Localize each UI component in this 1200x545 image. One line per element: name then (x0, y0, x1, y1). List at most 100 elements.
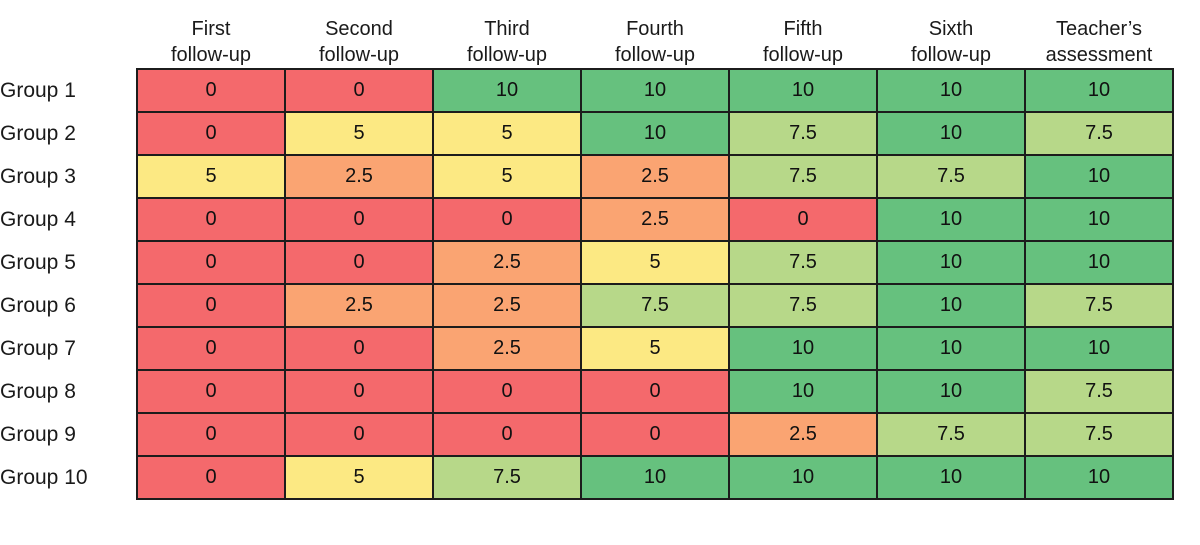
table-row-group-10: Group 10 0 5 7.5 10 10 10 10 (0, 455, 1174, 500)
heatmap-cell-group-6-third: 2.5 (432, 283, 582, 328)
heatmap-cell-group-1-fifth: 10 (728, 68, 878, 113)
row-label-group-3: Group 3 (0, 155, 137, 198)
heatmap-cell-group-5-fourth: 5 (580, 240, 730, 285)
column-header-line2: follow-up (318, 44, 400, 66)
table-row-group-8: Group 8 0 0 0 0 10 10 7.5 (0, 369, 1174, 414)
heatmap-cell-group-3-third: 5 (432, 154, 582, 199)
heatmap-cell-group-10-teacher-s: 10 (1024, 455, 1174, 500)
heatmap-cell-group-8-sixth: 10 (876, 369, 1026, 414)
heatmap-cell-group-10-first: 0 (136, 455, 286, 500)
table-row-group-3: Group 3 5 2.5 5 2.5 7.5 7.5 10 (0, 154, 1174, 199)
row-label-group-10: Group 10 (0, 456, 137, 499)
row-label-group-6: Group 6 (0, 284, 137, 327)
heatmap-cell-group-6-sixth: 10 (876, 283, 1026, 328)
heatmap-cell-group-8-fourth: 0 (580, 369, 730, 414)
heatmap-cell-group-10-fourth: 10 (580, 455, 730, 500)
heatmap-cell-group-4-first: 0 (136, 197, 286, 242)
heatmap-cell-group-2-fifth: 7.5 (728, 111, 878, 156)
heatmap-table: First follow-up Second follow-up Third follow… (0, 6, 1174, 500)
heatmap-cell-group-9-fourth: 0 (580, 412, 730, 457)
heatmap-cell-group-9-sixth: 7.5 (876, 412, 1026, 457)
heatmap-cell-group-7-sixth: 10 (876, 326, 1026, 371)
heatmap-cell-group-5-teacher-s: 10 (1024, 240, 1174, 285)
row-label-group-9: Group 9 (0, 413, 137, 456)
column-header-first-follow-up: First follow-up (137, 6, 285, 69)
heatmap-cell-group-5-sixth: 10 (876, 240, 1026, 285)
column-header-teacher-s-assessment: Teacher’s assessment (1025, 6, 1173, 69)
heatmap-cell-group-2-second: 5 (284, 111, 434, 156)
heatmap-cell-group-4-third: 0 (432, 197, 582, 242)
column-header-sixth-follow-up: Sixth follow-up (877, 6, 1025, 69)
row-label-group-7: Group 7 (0, 327, 137, 370)
heatmap-cell-group-7-first: 0 (136, 326, 286, 371)
heatmap-cell-group-10-fifth: 10 (728, 455, 878, 500)
heatmap-cell-group-2-teacher-s: 7.5 (1024, 111, 1174, 156)
row-label-group-2: Group 2 (0, 112, 137, 155)
heatmap-cell-group-4-fifth: 0 (728, 197, 878, 242)
column-header-line2: follow-up (762, 44, 844, 66)
heatmap-cell-group-1-second: 0 (284, 68, 434, 113)
heatmap-cell-group-5-first: 0 (136, 240, 286, 285)
column-header-line1: First (191, 18, 231, 40)
heatmap-cell-group-8-fifth: 10 (728, 369, 878, 414)
heatmap-cell-group-7-third: 2.5 (432, 326, 582, 371)
column-header-line2: assessment (1045, 44, 1153, 66)
column-header-line2: follow-up (910, 44, 992, 66)
column-header-line1: Sixth (928, 18, 974, 40)
heatmap-cell-group-10-third: 7.5 (432, 455, 582, 500)
column-header-third-follow-up: Third follow-up (433, 6, 581, 69)
heatmap-cell-group-6-fifth: 7.5 (728, 283, 878, 328)
heatmap-cell-group-7-fourth: 5 (580, 326, 730, 371)
column-header-line1: Fourth (626, 18, 684, 40)
heatmap-cell-group-4-teacher-s: 10 (1024, 197, 1174, 242)
column-header-line1: Third (484, 18, 530, 40)
heatmap-cell-group-3-teacher-s: 10 (1024, 154, 1174, 199)
heatmap-cell-group-8-first: 0 (136, 369, 286, 414)
heatmap-cell-group-7-fifth: 10 (728, 326, 878, 371)
heatmap-cell-group-9-teacher-s: 7.5 (1024, 412, 1174, 457)
heatmap-cell-group-1-fourth: 10 (580, 68, 730, 113)
heatmap-cell-group-2-first: 0 (136, 111, 286, 156)
heatmap-cell-group-1-sixth: 10 (876, 68, 1026, 113)
row-label-group-5: Group 5 (0, 241, 137, 284)
heatmap-cell-group-5-fifth: 7.5 (728, 240, 878, 285)
heatmap-cell-group-7-teacher-s: 10 (1024, 326, 1174, 371)
row-label-group-8: Group 8 (0, 370, 137, 413)
heatmap-cell-group-6-first: 0 (136, 283, 286, 328)
table-row-group-7: Group 7 0 0 2.5 5 10 10 10 (0, 326, 1174, 371)
heatmap-cell-group-6-teacher-s: 7.5 (1024, 283, 1174, 328)
heatmap-cell-group-3-second: 2.5 (284, 154, 434, 199)
heatmap-cell-group-4-fourth: 2.5 (580, 197, 730, 242)
table-row-group-9: Group 9 0 0 0 0 2.5 7.5 7.5 (0, 412, 1174, 457)
heatmap-cell-group-3-fifth: 7.5 (728, 154, 878, 199)
row-label-group-1: Group 1 (0, 69, 137, 112)
column-header-fifth-follow-up: Fifth follow-up (729, 6, 877, 69)
heatmap-cell-group-4-sixth: 10 (876, 197, 1026, 242)
heatmap-cell-group-9-second: 0 (284, 412, 434, 457)
column-header-line2: follow-up (170, 44, 252, 66)
heatmap-cell-group-1-first: 0 (136, 68, 286, 113)
row-label-group-4: Group 4 (0, 198, 137, 241)
column-header-line1: Teacher’s (1056, 18, 1142, 40)
heatmap-cell-group-1-teacher-s: 10 (1024, 68, 1174, 113)
heatmap-cell-group-8-second: 0 (284, 369, 434, 414)
heatmap-cell-group-1-third: 10 (432, 68, 582, 113)
heatmap-cell-group-8-teacher-s: 7.5 (1024, 369, 1174, 414)
heatmap-cell-group-10-second: 5 (284, 455, 434, 500)
heatmap-cell-group-9-third: 0 (432, 412, 582, 457)
heatmap-cell-group-2-sixth: 10 (876, 111, 1026, 156)
table-row-group-6: Group 6 0 2.5 2.5 7.5 7.5 10 7.5 (0, 283, 1174, 328)
heatmap-cell-group-4-second: 0 (284, 197, 434, 242)
column-header-line2: follow-up (466, 44, 548, 66)
table-row-group-5: Group 5 0 0 2.5 5 7.5 10 10 (0, 240, 1174, 285)
column-header-line1: Fifth (783, 18, 823, 40)
heatmap-cell-group-8-third: 0 (432, 369, 582, 414)
table-row-group-1: Group 1 0 0 10 10 10 10 10 (0, 68, 1174, 113)
corner-cell (0, 6, 137, 69)
table-row-group-4: Group 4 0 0 0 2.5 0 10 10 (0, 197, 1174, 242)
column-header-fourth-follow-up: Fourth follow-up (581, 6, 729, 69)
heatmap-header-row: First follow-up Second follow-up Third follow… (0, 6, 1173, 69)
heatmap-cell-group-3-fourth: 2.5 (580, 154, 730, 199)
heatmap-cell-group-6-fourth: 7.5 (580, 283, 730, 328)
